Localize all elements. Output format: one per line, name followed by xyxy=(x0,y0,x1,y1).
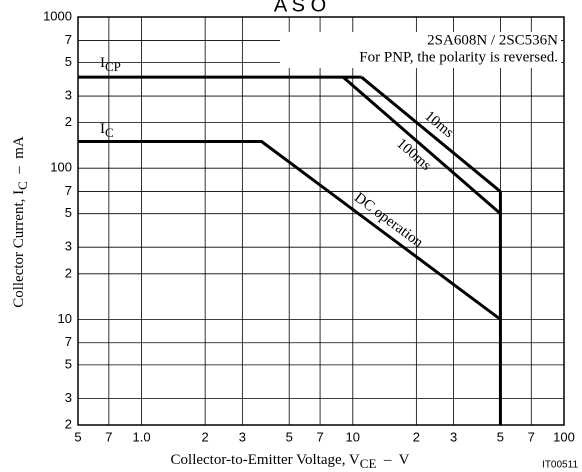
label-text: Collector Current, I xyxy=(11,190,27,308)
x-tick-label: 7 xyxy=(316,429,323,444)
line xyxy=(360,75,502,193)
y-tick-label: 100 xyxy=(50,160,72,175)
curve-label: IC xyxy=(100,121,114,140)
y-tick-label: 2 xyxy=(65,265,72,280)
y-tick-label: 2 xyxy=(65,416,72,431)
line xyxy=(78,140,502,425)
y-tick-label: 1000 xyxy=(43,8,72,23)
x-tick-label: 2 xyxy=(202,429,209,444)
y-tick-label: 7 xyxy=(65,183,72,198)
series-label: 10ms xyxy=(421,108,456,141)
x-axis-label: Collector-to-Emitter Voltage, VCE – V xyxy=(171,452,410,471)
x-tick-label: 100 xyxy=(553,429,575,444)
y-tick-label: 7 xyxy=(65,32,72,47)
grid xyxy=(77,16,565,426)
label-sub: C xyxy=(105,125,114,140)
x-tick-label: 3 xyxy=(450,429,457,444)
note-box xyxy=(280,32,561,68)
y-tick-label: 2 xyxy=(65,114,72,129)
x-tick-label: 5 xyxy=(74,429,81,444)
label-unit: – V xyxy=(376,452,409,468)
label-text: Collector-to-Emitter Voltage, V xyxy=(171,452,360,468)
x-tick-label: 3 xyxy=(239,429,246,444)
curve-label: ICP xyxy=(100,55,121,74)
y-tick-label: 3 xyxy=(65,87,72,102)
figure-code: IT00511 xyxy=(542,460,578,471)
x-tick-label: 10 xyxy=(346,429,360,444)
y-tick-label: 7 xyxy=(65,334,72,349)
note: 2SA608N / 2SC536N xyxy=(427,32,558,48)
x-tick-label: 5 xyxy=(497,429,504,444)
x-tick-label: 5 xyxy=(286,429,293,444)
chart-title: A S O xyxy=(274,0,326,16)
x-tick-label: 7 xyxy=(105,429,112,444)
x-tick-label: 7 xyxy=(528,429,535,444)
y-tick-label: 3 xyxy=(65,239,72,254)
y-tick-label: 5 xyxy=(65,54,72,69)
y-tick-label: 3 xyxy=(65,390,72,405)
label-sub: CP xyxy=(105,59,121,74)
note: For PNP, the polarity is reversed. xyxy=(359,49,558,65)
label-unit: – mA xyxy=(11,136,27,181)
y-axis-label: Collector Current, IC – mA xyxy=(11,136,30,308)
y-tick-label: 10 xyxy=(58,311,72,326)
label-text: I xyxy=(100,55,105,71)
x-tick-label: 1.0 xyxy=(133,429,151,444)
label-sub: C xyxy=(15,181,30,190)
y-tick-label: 5 xyxy=(65,356,72,371)
label-sub: CE xyxy=(360,456,377,471)
y-tick-label: 5 xyxy=(65,205,72,220)
x-tick-label: 2 xyxy=(413,429,420,444)
line xyxy=(342,76,502,215)
label-text: I xyxy=(100,121,105,137)
series-label: DC operation xyxy=(351,190,426,252)
curves xyxy=(78,75,502,425)
